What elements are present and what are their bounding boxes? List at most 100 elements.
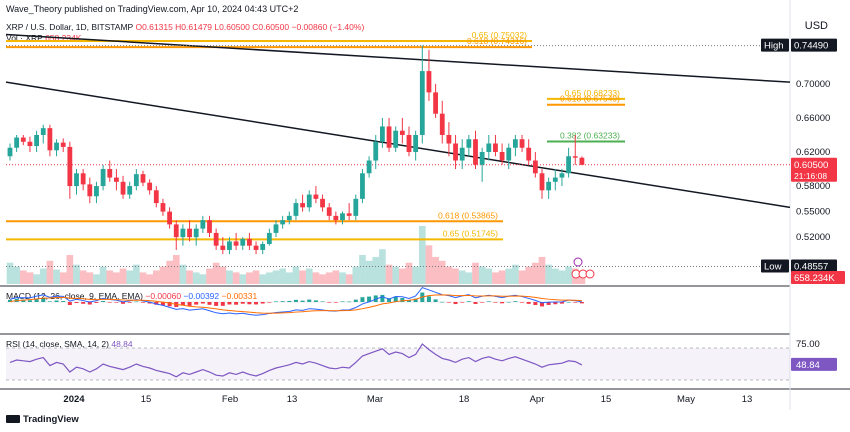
macd-histogram-bar [566, 301, 571, 303]
macd-histogram-bar [147, 302, 152, 304]
low-tag-label-bg [761, 259, 789, 273]
candle-body [406, 134, 412, 152]
macd-histogram-bar [313, 300, 318, 302]
currency-label[interactable]: USD [804, 20, 828, 32]
candle-body [213, 232, 219, 246]
volume-bar [66, 255, 74, 284]
macd-histogram-bar [207, 302, 212, 305]
volume-bar [53, 269, 60, 284]
candle-body [280, 220, 286, 225]
candle-body [486, 143, 492, 152]
event-flag-icon[interactable] [585, 269, 595, 279]
macd-histogram-bar [180, 302, 185, 306]
rsi-line [9, 343, 583, 378]
tradingview-logo-icon [6, 415, 20, 424]
time-tick-label: 15 [141, 394, 152, 405]
candle-body [539, 173, 545, 191]
volume-bar [392, 266, 400, 284]
macd-histogram-bar [47, 301, 52, 302]
macd-histogram-bar [553, 302, 558, 305]
candle-body [80, 173, 86, 185]
volume-bar [545, 264, 552, 284]
time-tick-label: 18 [459, 394, 470, 405]
price-tick-label: 0.66000 [796, 113, 830, 124]
macd-histogram-bar [407, 300, 411, 302]
macd-hist-value: −0.00060 [145, 291, 182, 301]
candle-body [114, 177, 119, 182]
macd-histogram-bar [513, 301, 518, 302]
rsi-label[interactable]: RSI (14, close, SMA, 14, 2) [6, 339, 109, 349]
macd-label[interactable]: MACD (12, 26, close, 9, EMA, EMA) [6, 291, 143, 301]
volume-bar [565, 266, 572, 284]
volume-bar [259, 274, 267, 284]
price-tick-label: 0.62000 [796, 147, 830, 158]
macd-histogram-bar [260, 302, 265, 304]
volume-bar [232, 272, 240, 284]
candle-body [340, 213, 345, 221]
rsi-legend-value: 48.84 [111, 339, 133, 349]
fib-level-label: 0.65 (0.51745) [443, 228, 498, 238]
volume-bar [13, 266, 20, 284]
candle-body [153, 190, 159, 204]
volume-bar [266, 272, 273, 284]
candle-body [373, 141, 379, 161]
rsi-value-tag: 48.84 [796, 360, 820, 371]
candle-body [20, 137, 26, 142]
volume-bar [46, 260, 54, 284]
macd-histogram-bar [8, 299, 12, 302]
macd-histogram-bar [187, 302, 192, 306]
volume-bar [352, 266, 360, 284]
volume-bar [172, 255, 180, 284]
candle-body [220, 245, 226, 250]
volume-bar [33, 274, 40, 284]
volume-bar [19, 270, 27, 284]
high-price-tag-bg [791, 38, 837, 52]
macd-signal-value: −0.00331 [221, 291, 258, 301]
macd-histogram-bar [340, 301, 345, 303]
volume-bar [405, 262, 413, 284]
volume-bar [292, 266, 300, 284]
volume-bar [425, 245, 433, 284]
candle-body [360, 173, 365, 199]
volume-label[interactable]: Vol · XRP [6, 33, 43, 43]
macd-histogram-bar [34, 299, 39, 302]
low-price-tag-bg [791, 259, 837, 273]
macd-histogram-bar [360, 297, 365, 302]
volume-bar [272, 270, 280, 284]
macd-histogram-bar [267, 302, 272, 303]
ohlc-change: −0.00860 (−1.40%) [291, 22, 365, 32]
candle-body [353, 198, 359, 216]
time-tick-label: 2024 [63, 394, 85, 405]
dividend-lightning-icon[interactable] [573, 257, 583, 267]
volume-bar [219, 266, 227, 284]
fib-level-label: 0.382 (0.63233) [560, 130, 620, 140]
fib-level-label: 0.618 (0.67549) [560, 94, 620, 104]
macd-histogram-bar [380, 294, 385, 302]
macd-histogram-bar [107, 302, 112, 303]
candle-body [147, 182, 153, 191]
price-tick-label: 0.70000 [796, 79, 830, 90]
candle-body [207, 220, 212, 233]
volume-bar [399, 268, 406, 284]
volume-bar [472, 262, 479, 284]
volume-bar [558, 270, 566, 284]
price-tick-label: 0.55000 [796, 207, 830, 218]
upper-trend-line[interactable] [5, 33, 791, 83]
candle-body [7, 147, 13, 157]
price-tick-label: 0.58000 [796, 181, 830, 192]
candle-body [200, 220, 206, 229]
volume-bar [332, 270, 340, 284]
time-tick-label: 13 [287, 394, 298, 405]
volume-bar [226, 270, 233, 284]
candle-body [380, 126, 385, 142]
fib-level-label: 0.618 (0.53865) [438, 210, 498, 220]
symbol-name[interactable]: XRP / U.S. Dollar, 1D, BITSTAMP [6, 22, 134, 32]
volume-price-tag-bg [791, 271, 845, 284]
volume-bar [505, 268, 513, 284]
macd-histogram-bar [347, 301, 352, 303]
macd-histogram-bar [101, 300, 106, 302]
volume-bar [179, 264, 187, 284]
ohlc-high: H0.61479 [175, 22, 213, 32]
candle-body [399, 130, 405, 135]
